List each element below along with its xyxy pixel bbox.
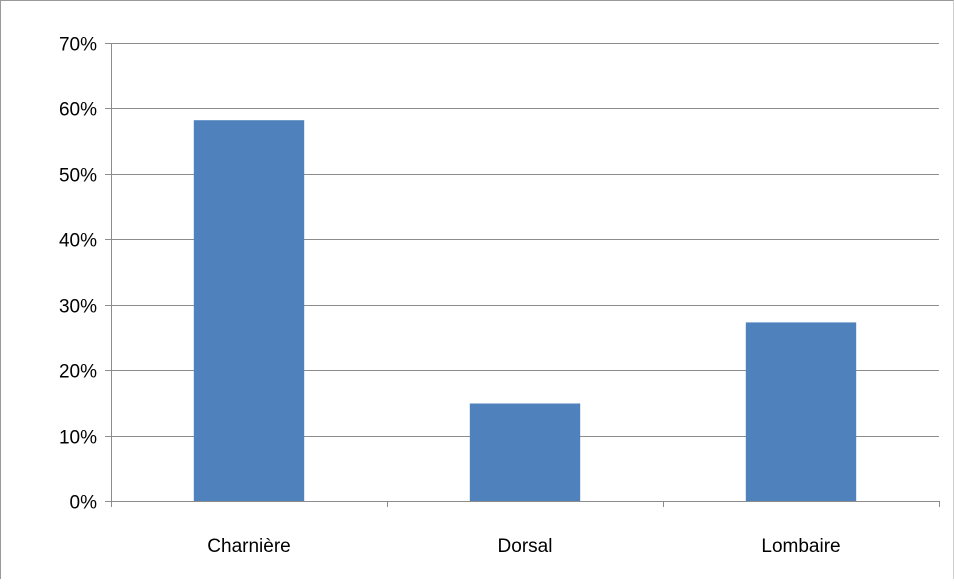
y-tick-label: 30% — [59, 297, 97, 318]
y-tick-label: 50% — [59, 166, 97, 187]
y-tick-label: 0% — [70, 493, 98, 514]
x-tick-label: Charnière — [207, 536, 290, 557]
bars — [193, 120, 857, 501]
y-tick-labels: 0% 10% 20% 30% 40% 50% 60% 70% — [59, 35, 97, 514]
bar-lombaire — [745, 322, 857, 501]
x-tick-label: Lombaire — [761, 536, 840, 557]
y-tick-label: 40% — [59, 231, 97, 252]
bar-dorsal — [469, 403, 581, 501]
y-tick-label: 70% — [59, 35, 97, 56]
bar-charniere — [193, 120, 305, 501]
y-tick-label: 60% — [59, 100, 97, 121]
x-tick-label: Dorsal — [498, 536, 553, 557]
y-tick-label: 20% — [59, 362, 97, 383]
y-tick-label: 10% — [59, 428, 97, 449]
x-tick-labels: Charnière Dorsal Lombaire — [207, 536, 840, 557]
axes — [105, 43, 940, 507]
